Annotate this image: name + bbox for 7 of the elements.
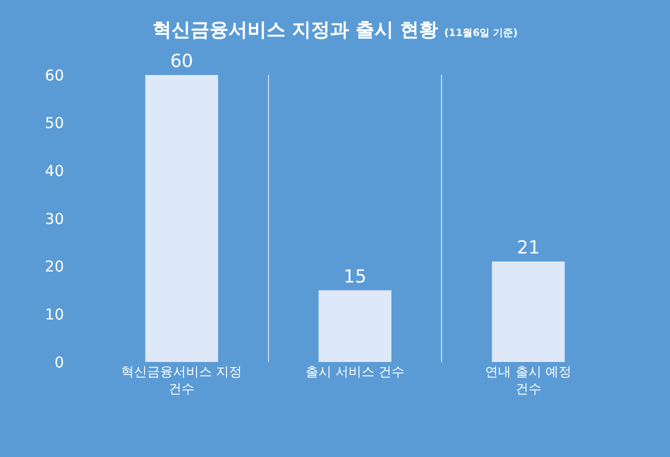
y-tick-label: 30 (44, 210, 64, 228)
y-tick-label: 10 (44, 305, 64, 324)
y-tick-label: 40 (44, 162, 64, 180)
y-tick-label: 20 (44, 258, 64, 276)
y-tick-label: 0 (54, 353, 64, 372)
y-tick-label: 60 (44, 66, 64, 84)
y-tick-label: 50 (44, 114, 64, 132)
